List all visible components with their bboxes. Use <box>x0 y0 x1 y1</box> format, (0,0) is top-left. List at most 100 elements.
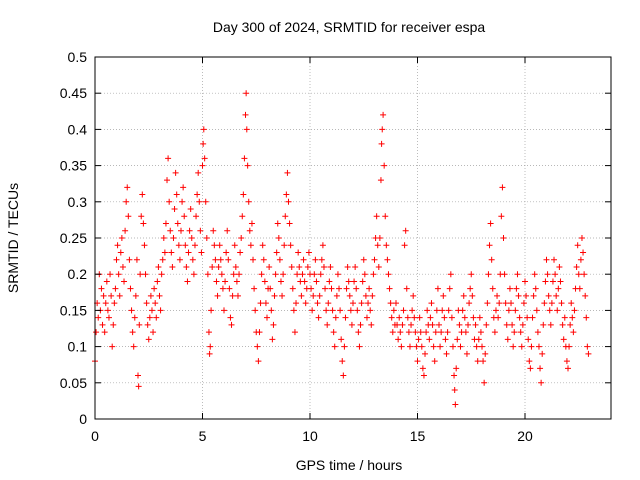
data-point <box>397 329 404 336</box>
data-point <box>476 314 483 321</box>
data-point <box>498 213 505 220</box>
data-point <box>166 198 173 205</box>
data-point <box>243 126 250 133</box>
data-point <box>400 307 407 314</box>
data-point <box>419 365 426 372</box>
data-point <box>361 271 368 278</box>
data-point <box>472 321 479 328</box>
data-point <box>261 278 268 285</box>
y-tick-label: 0.4 <box>68 121 88 137</box>
data-point <box>250 256 257 263</box>
data-point <box>301 278 308 285</box>
data-point <box>355 329 362 336</box>
data-point <box>531 271 538 278</box>
data-point <box>547 321 554 328</box>
data-point <box>365 300 372 307</box>
data-point <box>353 285 360 292</box>
data-point <box>394 321 401 328</box>
data-point <box>403 285 410 292</box>
data-point <box>460 292 467 299</box>
data-point <box>232 263 239 270</box>
data-point <box>157 307 164 314</box>
data-point <box>552 271 559 278</box>
data-point <box>516 314 523 321</box>
data-point <box>139 191 146 198</box>
data-point <box>150 329 157 336</box>
data-point <box>200 140 207 147</box>
data-point <box>210 227 217 234</box>
data-point <box>584 343 591 350</box>
y-tick-label: 0.1 <box>68 339 88 355</box>
data-point <box>100 292 107 299</box>
data-point <box>480 358 487 365</box>
data-point <box>242 111 249 118</box>
data-point <box>376 235 383 241</box>
data-point <box>248 220 255 227</box>
data-point <box>325 300 332 307</box>
data-point <box>217 256 224 263</box>
data-point <box>118 235 125 241</box>
data-point <box>125 213 132 220</box>
data-point <box>164 177 171 184</box>
data-point <box>113 256 120 263</box>
data-point <box>129 329 136 336</box>
data-point <box>483 321 490 328</box>
data-point <box>213 278 220 285</box>
data-point <box>474 358 481 365</box>
data-point <box>502 300 509 307</box>
data-point <box>406 343 413 350</box>
data-point <box>169 263 176 270</box>
data-point <box>396 314 403 321</box>
data-point <box>274 220 281 227</box>
data-point <box>567 321 574 328</box>
data-point <box>243 90 250 97</box>
data-point <box>137 271 144 278</box>
data-point <box>511 329 518 336</box>
data-point <box>215 263 222 270</box>
y-tick-label: 0.05 <box>60 375 87 391</box>
data-point <box>197 227 204 234</box>
data-point <box>549 278 556 285</box>
data-point <box>347 307 354 314</box>
data-point <box>245 198 252 205</box>
data-point <box>237 249 244 256</box>
data-point <box>519 321 526 328</box>
data-point <box>189 256 196 263</box>
data-point <box>366 285 373 292</box>
data-point <box>527 365 534 372</box>
data-point <box>585 350 592 357</box>
data-point <box>180 184 187 191</box>
data-point <box>358 300 365 307</box>
data-point <box>326 278 333 285</box>
data-point <box>141 242 148 249</box>
data-point <box>294 271 301 278</box>
data-point <box>354 307 361 314</box>
data-point <box>152 300 159 307</box>
data-point <box>429 321 436 328</box>
data-point <box>356 343 363 350</box>
data-point <box>543 256 550 263</box>
data-point <box>219 285 226 292</box>
data-point <box>132 292 139 299</box>
data-point <box>378 140 385 147</box>
data-point <box>293 300 300 307</box>
data-point <box>236 271 243 278</box>
data-point <box>359 278 366 285</box>
data-point <box>427 314 434 321</box>
data-point <box>520 300 527 307</box>
data-point <box>466 300 473 307</box>
data-point <box>404 314 411 321</box>
data-point <box>111 300 118 307</box>
data-point <box>514 271 521 278</box>
data-point <box>413 343 420 350</box>
data-point <box>240 191 247 198</box>
data-point <box>485 271 492 278</box>
points-layer <box>92 90 592 408</box>
data-point <box>574 242 581 249</box>
data-point <box>115 271 122 278</box>
data-point <box>227 314 234 321</box>
data-point <box>254 343 261 350</box>
data-point <box>545 292 552 299</box>
data-point <box>205 329 212 336</box>
data-point <box>233 278 240 285</box>
